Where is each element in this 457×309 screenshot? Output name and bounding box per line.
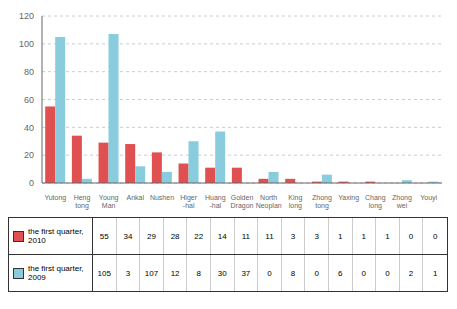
svg-text:20: 20	[24, 150, 34, 160]
svg-text:Hengtong: Hengtong	[74, 194, 91, 210]
html-text:0: 0	[314, 268, 319, 278]
html-text:11: 11	[241, 231, 250, 241]
svg-text:Youyi: Youyi	[420, 194, 437, 202]
html-text:37: 37	[241, 268, 251, 278]
svg-text:Yutong: Yutong	[44, 194, 66, 202]
html-text:the first quarter, 2009: the first quarter, 2009	[28, 263, 84, 282]
html-text:3: 3	[290, 231, 296, 241]
svg-text:YoungMan: YoungMan	[99, 194, 119, 209]
html-text:0: 0	[385, 268, 390, 278]
html-text:2: 2	[408, 268, 414, 278]
html-text:the first quarter, 2010: the first quarter, 2010	[28, 226, 84, 245]
html-text:0: 0	[432, 231, 438, 241]
html-text:1: 1	[361, 231, 366, 241]
html-text:0: 0	[361, 268, 366, 278]
svg-text:80: 80	[24, 67, 34, 77]
html-text:1: 1	[338, 231, 343, 241]
html-text:6: 6	[338, 268, 343, 278]
html-text:22: 22	[194, 231, 204, 241]
svg-text:Kinglong: Kinglong	[288, 194, 302, 210]
svg-text:GoldenDragon: GoldenDragon	[231, 194, 254, 210]
html-text:0: 0	[267, 268, 272, 278]
svg-text:0: 0	[29, 178, 34, 188]
html-text:3: 3	[314, 231, 319, 241]
svg-text:Nushen: Nushen	[150, 194, 174, 201]
html-text:105: 105	[97, 268, 111, 278]
html-text:30: 30	[217, 268, 227, 278]
svg-text:40: 40	[24, 123, 34, 133]
svg-text:Changlong: Changlong	[365, 194, 386, 210]
svg-text:NorthNeoplan: NorthNeoplan	[256, 194, 282, 210]
html-text:8: 8	[290, 268, 296, 278]
html-text:3: 3	[125, 268, 131, 278]
html-text:12: 12	[170, 268, 180, 278]
html-text:1: 1	[385, 231, 390, 241]
svg-text:120: 120	[19, 11, 34, 21]
html-text:34: 34	[123, 231, 133, 241]
html-text:55: 55	[99, 231, 109, 241]
html-text:28: 28	[170, 231, 180, 241]
html-text:1: 1	[432, 268, 438, 278]
html-text:107: 107	[144, 268, 159, 278]
html-text:0: 0	[408, 231, 414, 241]
svg-text:Huang-hal: Huang-hal	[205, 194, 226, 209]
html-text:29: 29	[147, 231, 156, 241]
svg-text:Ankal: Ankal	[127, 194, 145, 201]
html-text:8: 8	[196, 268, 201, 278]
svg-text:Zhongwei: Zhongwei	[392, 194, 412, 209]
svg-text:Yaxing: Yaxing	[338, 194, 359, 202]
svg-text:100: 100	[19, 39, 34, 49]
svg-text:Zhongtong: Zhongtong	[312, 194, 332, 210]
svg-text:Higer-hal: Higer-hal	[180, 194, 197, 209]
svg-text:60: 60	[24, 95, 34, 105]
html-text:11: 11	[265, 231, 274, 241]
html-text:14: 14	[217, 231, 227, 241]
